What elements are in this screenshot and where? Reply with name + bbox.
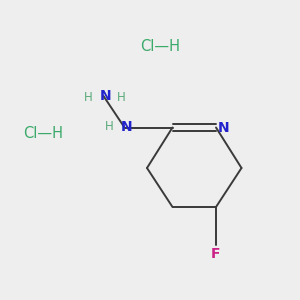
Text: F: F (211, 247, 221, 260)
Text: N: N (218, 121, 230, 134)
Text: H: H (105, 119, 114, 133)
Text: Cl—H: Cl—H (23, 126, 64, 141)
Text: N: N (121, 120, 132, 134)
Text: H: H (116, 91, 125, 104)
Text: H: H (84, 91, 93, 104)
Text: N: N (100, 89, 111, 103)
Text: Cl—H: Cl—H (140, 39, 181, 54)
